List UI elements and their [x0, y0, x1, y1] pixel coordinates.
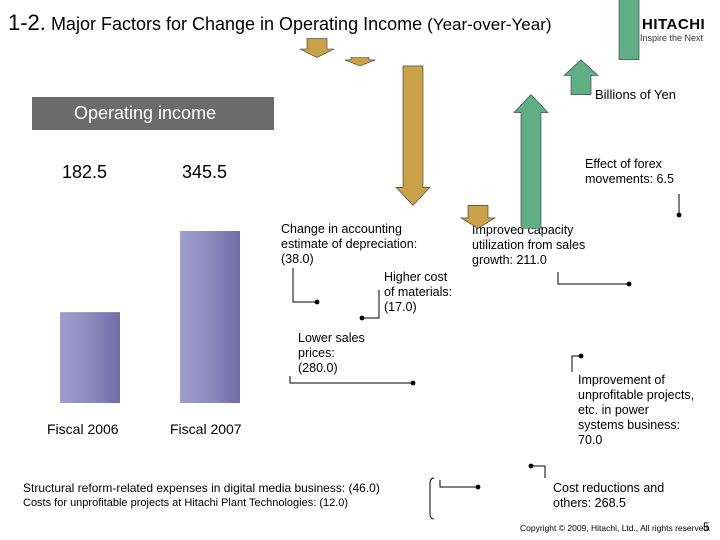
copyright-footer: Copyright © 2009, Hitachi, Ltd., All rig…	[520, 523, 711, 533]
factor-label-line: etc. in power	[578, 403, 649, 417]
factor-label-line: others: 268.5	[553, 496, 626, 510]
bar-fiscal-2007	[180, 231, 240, 403]
bar-value-label: 182.5	[62, 162, 108, 182]
factor-label-depreciation: Change in accounting estimate of depreci…	[281, 222, 417, 267]
leader-capacity-dot	[626, 281, 632, 287]
leader-capacity	[557, 272, 629, 285]
factor-label-forex: Effect of forex movements: 6.5	[585, 157, 674, 187]
logo-tagline: Inspire the Next	[640, 33, 704, 43]
factor-label-line: estimate of depreciation:	[281, 237, 418, 251]
factor-label-line: utilization from sales	[472, 238, 586, 252]
factor-label-line: growth: 211.0	[472, 253, 547, 267]
leader-restructuring-dot	[475, 484, 481, 490]
bar-category-label: Fiscal 2006	[47, 421, 119, 437]
factor-label-line: (17.0)	[384, 300, 417, 314]
bar-value-label: 345.5	[182, 162, 228, 182]
factor-label-line: Effect of forex	[585, 157, 662, 171]
leader-sales-prices	[289, 376, 413, 384]
factor-label-restructuring: Structural reform-related expenses in di…	[23, 481, 380, 495]
arrow-sales-prices	[395, 65, 431, 206]
leader-cost-reductions-dot	[528, 463, 534, 469]
arrow-materials	[344, 57, 376, 67]
leader-depreciation-dot	[314, 299, 320, 305]
factor-label-sales-prices: Lower sales prices: (280.0)	[298, 331, 365, 376]
factor-label-line: Higher cost	[384, 270, 448, 284]
bar-category-label: Fiscal 2007	[170, 421, 242, 437]
title-number: 1-2.	[8, 10, 46, 35]
leader-materials-dot	[359, 315, 365, 321]
factor-label-line: (280.0)	[298, 361, 338, 375]
factor-label-line: (38.0)	[281, 252, 314, 266]
arrow-cost-reductions	[513, 94, 549, 229]
factor-label-line: Lower sales	[298, 331, 365, 345]
page-title: 1-2. Major Factors for Change in Operati…	[8, 10, 552, 36]
leader-power-systems-dot	[578, 353, 584, 359]
title-main: Major Factors for Change in Operating In…	[50, 14, 423, 34]
header-label: Operating income	[74, 103, 217, 123]
factor-label-materials: Higher cost of materials: (17.0)	[384, 270, 452, 315]
factor-label-line: 70.0	[578, 433, 603, 447]
factor-label-plant-costs: Costs for unprofitable projects at Hitac…	[23, 497, 349, 509]
leader-restructuring	[439, 480, 478, 488]
factor-label-line: Change in accounting	[281, 222, 402, 236]
restructuring-bracket	[429, 477, 435, 520]
leader-cost-reductions	[531, 465, 546, 478]
factor-label-line: of materials:	[384, 285, 453, 299]
factor-label-line: unprofitable projects,	[578, 388, 695, 402]
factor-label-line: prices:	[298, 346, 335, 360]
factor-label-cost-reductions: Cost reductions and others: 268.5	[553, 481, 664, 511]
factor-label-capacity: Improved capacity utilization from sales…	[472, 223, 585, 268]
arrow-capacity	[618, 0, 640, 61]
hitachi-logo: HITACHI	[642, 16, 706, 33]
unit-label: Billions of Yen	[595, 87, 676, 102]
title-paren: (Year-over-Year)	[427, 15, 552, 34]
factor-label-line: systems business:	[578, 418, 681, 432]
factor-label-line: Cost reductions and	[553, 481, 665, 495]
leader-depreciation	[292, 268, 317, 303]
factor-label-line: Improvement of	[578, 373, 665, 387]
leader-materials	[362, 290, 380, 319]
factor-label-line: movements: 6.5	[585, 172, 674, 186]
page-number: 5	[703, 520, 710, 534]
arrow-power-systems	[563, 59, 599, 95]
leader-sales-prices-dot	[410, 380, 416, 386]
factor-label-line: Improved capacity	[472, 223, 574, 237]
arrow-depreciation	[299, 38, 335, 58]
arrow-restructuring	[459, 205, 497, 229]
factor-label-power-systems: Improvement of unprofitable projects, et…	[578, 373, 694, 448]
header-band	[32, 97, 274, 130]
leader-forex-dot	[676, 212, 682, 218]
bar-fiscal-2006	[60, 312, 120, 403]
leader-power-systems	[571, 355, 581, 372]
